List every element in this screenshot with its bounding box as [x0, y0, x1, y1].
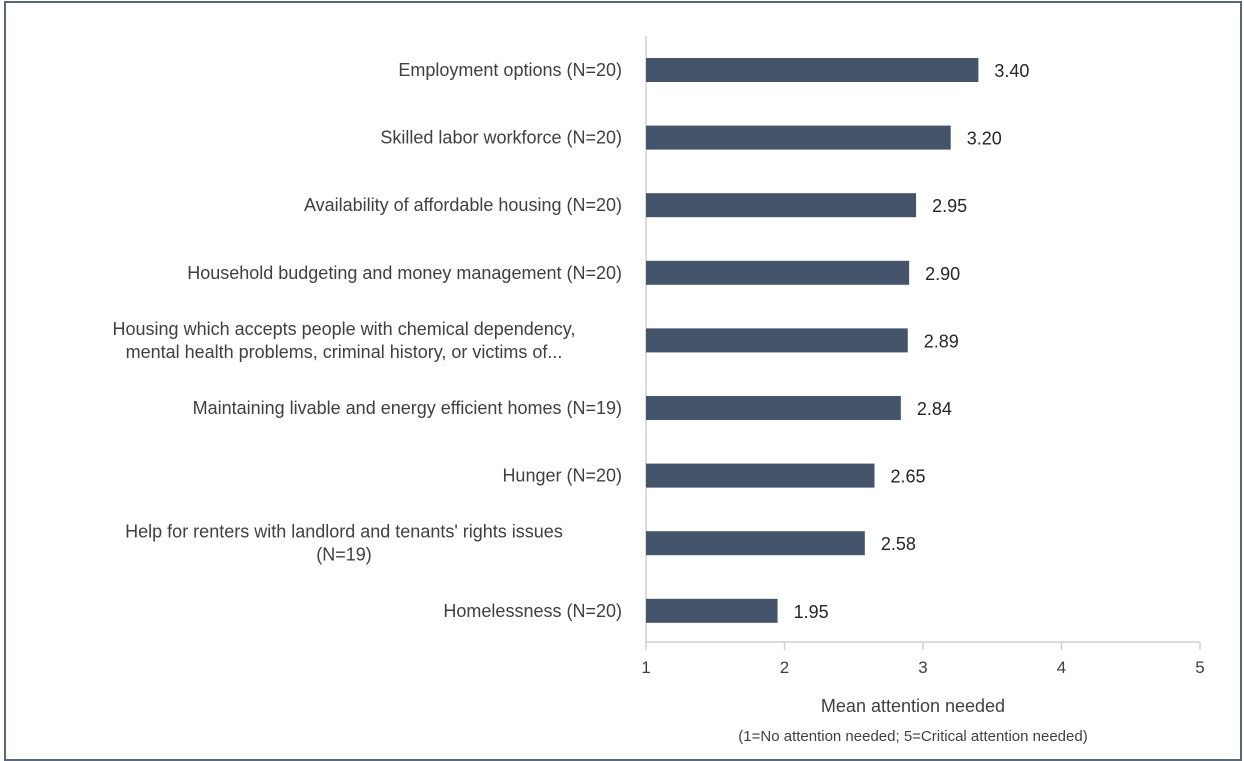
category-label-line: Help for renters with landlord and tenan…: [125, 522, 563, 542]
x-axis-note: (1=No attention needed; 5=Critical atten…: [738, 728, 1087, 745]
category-label: Skilled labor workforce (N=20): [380, 128, 622, 148]
category-label: Availability of affordable housing (N=20…: [304, 195, 622, 215]
category-label-line: Availability of affordable housing (N=20…: [304, 195, 622, 215]
bar: [646, 58, 979, 82]
x-tick-label: 1: [641, 658, 650, 677]
bar: [646, 193, 917, 218]
x-tick-label: 2: [780, 658, 789, 677]
chart-frame: [4, 1, 1242, 761]
data-label: 2.90: [925, 264, 960, 284]
category-label-line: Maintaining livable and energy efficient…: [193, 398, 622, 418]
category-labels: Employment options (N=20) Skilled labor w…: [113, 60, 622, 621]
x-tick-label: 5: [1195, 658, 1204, 677]
data-label: 2.58: [881, 534, 916, 554]
data-label: 1.95: [794, 602, 829, 622]
category-label-line: Housing which accepts people with chemic…: [113, 319, 576, 339]
x-tick-label: 4: [1057, 658, 1066, 677]
bar: [646, 328, 908, 353]
data-label: 3.20: [967, 129, 1002, 149]
bar: [646, 463, 875, 488]
category-label: Help for renters with landlord and tenan…: [125, 522, 563, 565]
data-label: 2.95: [932, 196, 967, 216]
data-label: 2.89: [924, 331, 959, 351]
category-label: Homelessness (N=20): [443, 601, 622, 621]
bars: [646, 58, 979, 623]
bar: [646, 125, 951, 150]
bar: [646, 396, 901, 420]
category-label: Employment options (N=20): [398, 60, 622, 80]
category-label-line: mental health problems, criminal history…: [126, 342, 563, 362]
data-label: 3.40: [994, 61, 1029, 81]
category-label: Household budgeting and money management…: [187, 263, 622, 283]
category-label: Housing which accepts people with chemic…: [113, 319, 576, 362]
category-label: Hunger (N=20): [502, 466, 622, 486]
category-label-line: Household budgeting and money management…: [187, 263, 622, 283]
bar: [646, 598, 778, 623]
data-label: 2.84: [917, 399, 952, 419]
category-label-line: Homelessness (N=20): [443, 601, 622, 621]
x-ticks: 1 2 3 4 5: [641, 642, 1205, 677]
category-label-line: (N=19): [316, 545, 372, 565]
x-tick-label: 3: [918, 658, 927, 677]
category-label: Maintaining livable and energy efficient…: [193, 398, 622, 418]
category-label-line: Hunger (N=20): [502, 466, 622, 486]
category-label-line: Employment options (N=20): [398, 60, 622, 80]
value-labels: 3.40 3.20 2.95 2.90 2.89 2.84 2.65 2.58 1.95: [794, 61, 1030, 622]
data-label: 2.65: [891, 467, 926, 487]
x-axis-title: Mean attention needed: [821, 696, 1005, 716]
bar: [646, 260, 910, 285]
category-label-line: Skilled labor workforce (N=20): [380, 128, 622, 148]
bar: [646, 531, 865, 556]
